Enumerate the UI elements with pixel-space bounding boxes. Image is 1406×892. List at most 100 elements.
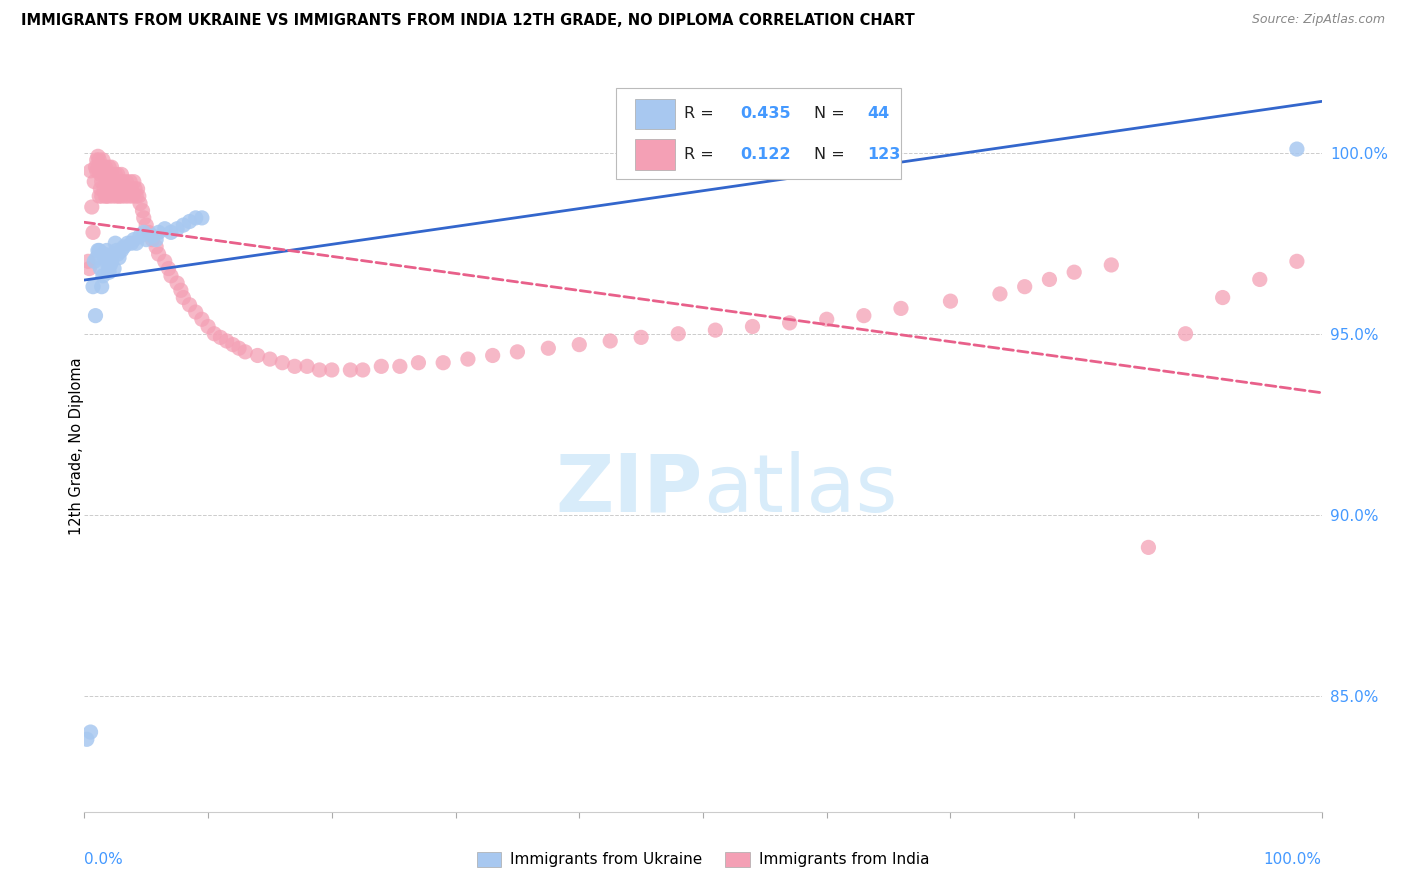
Point — [105, 244, 128, 258]
Point — [1137, 541, 1160, 555]
Point — [122, 233, 145, 247]
Point — [145, 233, 167, 247]
Point — [114, 189, 136, 203]
Point — [295, 359, 318, 374]
Point — [988, 287, 1011, 301]
Point — [101, 247, 124, 261]
Point — [170, 283, 193, 297]
Point — [1063, 265, 1085, 279]
Point — [141, 233, 163, 247]
FancyBboxPatch shape — [616, 87, 901, 179]
Point — [82, 279, 104, 293]
Point — [90, 279, 112, 293]
Point — [1249, 272, 1271, 286]
Point — [246, 349, 269, 363]
Point — [135, 233, 157, 247]
Point — [117, 182, 139, 196]
Text: ZIP: ZIP — [555, 450, 703, 529]
Point — [87, 160, 110, 174]
Point — [91, 268, 114, 283]
Point — [112, 240, 135, 254]
Point — [568, 337, 591, 351]
Point — [125, 236, 148, 251]
Point — [104, 168, 127, 182]
Point — [110, 182, 132, 196]
Text: IMMIGRANTS FROM UKRAINE VS IMMIGRANTS FROM INDIA 12TH GRADE, NO DIPLOMA CORRELAT: IMMIGRANTS FROM UKRAINE VS IMMIGRANTS FR… — [21, 13, 915, 29]
Point — [148, 247, 170, 261]
Point — [779, 316, 801, 330]
Point — [83, 254, 105, 268]
Point — [96, 175, 118, 189]
Text: 100.0%: 100.0% — [1264, 852, 1322, 867]
Point — [128, 189, 150, 203]
Point — [209, 330, 232, 344]
Text: Source: ZipAtlas.com: Source: ZipAtlas.com — [1251, 13, 1385, 27]
Legend: Immigrants from Ukraine, Immigrants from India: Immigrants from Ukraine, Immigrants from… — [471, 846, 935, 873]
Text: 123: 123 — [868, 146, 901, 161]
Point — [153, 254, 176, 268]
Point — [98, 160, 121, 174]
Point — [339, 363, 361, 377]
Point — [179, 298, 201, 312]
Point — [96, 189, 118, 203]
Point — [741, 319, 763, 334]
Point — [98, 258, 121, 272]
Point — [852, 309, 875, 323]
Point — [107, 182, 129, 196]
Point — [145, 240, 167, 254]
Point — [120, 182, 142, 196]
Point — [89, 261, 111, 276]
Point — [506, 344, 529, 359]
Point — [103, 261, 125, 276]
Point — [228, 341, 250, 355]
Point — [215, 334, 238, 348]
Point — [79, 261, 101, 276]
Point — [98, 189, 121, 203]
Point — [100, 160, 122, 174]
Point — [124, 182, 146, 196]
Point — [93, 168, 115, 182]
Point — [107, 168, 129, 182]
Point — [122, 175, 145, 189]
Point — [96, 244, 118, 258]
Point — [284, 359, 307, 374]
Point — [160, 268, 183, 283]
Point — [132, 225, 155, 239]
Point — [135, 218, 157, 232]
Point — [110, 189, 132, 203]
Point — [308, 363, 330, 377]
Text: N =: N = — [814, 146, 851, 161]
Point — [120, 175, 142, 189]
Point — [94, 251, 117, 265]
Point — [815, 312, 838, 326]
Point — [90, 189, 112, 203]
Text: 0.435: 0.435 — [740, 106, 790, 121]
Point — [105, 175, 128, 189]
FancyBboxPatch shape — [636, 99, 675, 129]
Point — [89, 153, 111, 167]
Point — [76, 732, 98, 747]
Point — [1174, 326, 1197, 341]
Point — [93, 247, 115, 261]
Point — [83, 175, 105, 189]
Point — [97, 182, 120, 196]
Point — [222, 337, 245, 351]
Point — [101, 189, 124, 203]
Point — [86, 153, 108, 167]
Point — [115, 175, 138, 189]
Point — [86, 163, 108, 178]
Point — [939, 294, 962, 309]
Point — [79, 725, 101, 739]
Point — [107, 247, 129, 261]
Point — [108, 189, 131, 203]
Point — [1014, 279, 1036, 293]
Point — [100, 168, 122, 182]
Text: 44: 44 — [868, 106, 890, 121]
Point — [370, 359, 392, 374]
Point — [89, 189, 111, 203]
Point — [89, 244, 111, 258]
Point — [129, 229, 152, 244]
Point — [1038, 272, 1060, 286]
Point — [131, 203, 153, 218]
Point — [112, 182, 135, 196]
